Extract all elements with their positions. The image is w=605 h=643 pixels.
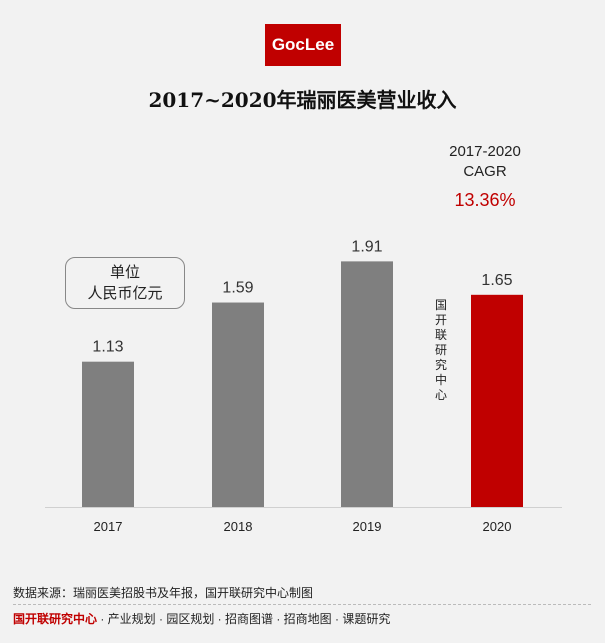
data-label-2018: 1.59 (222, 280, 253, 297)
cagr-title: CAGR (463, 163, 507, 180)
data-label-2019: 1.91 (351, 238, 382, 255)
divider (13, 604, 591, 605)
footer: 国开联研究中心 · 产业规划 · 园区规划 · 招商图谱 · 招商地图 · 课题… (13, 610, 390, 627)
x-tick-2017: 2017 (94, 519, 123, 534)
bar-chart: 1.13 2017 1.59 2018 1.91 2019 1.65 2020 (45, 238, 562, 534)
watermark-text: 国开联研究中心 (434, 298, 447, 402)
x-tick-2020: 2020 (483, 519, 512, 534)
unit-box: 单位 人民币亿元 (65, 257, 185, 309)
bar-2020 (471, 294, 523, 507)
x-tick-2018: 2018 (224, 519, 253, 534)
unit-label: 单位 (109, 264, 140, 281)
bar-2017 (82, 361, 134, 507)
x-tick-2019: 2019 (353, 519, 382, 534)
chart-title: 2017~2020年瑞丽医美营业收入 (148, 88, 457, 112)
cagr-period: 2017-2020 (449, 143, 521, 160)
bar-2019 (341, 261, 393, 507)
data-label-2020: 1.65 (481, 272, 512, 289)
source-note: 数据来源：瑞丽医美招股书及年报，国开联研究中心制图 (13, 586, 314, 600)
cagr-value: 13.36% (454, 190, 516, 210)
goclee-logo: GocLee (265, 24, 341, 66)
footer-brand: 国开联研究中心 (13, 612, 98, 626)
bar-2018 (212, 302, 264, 507)
data-label-2017: 1.13 (92, 339, 123, 356)
cagr-label: 2017-2020 CAGR (425, 142, 545, 182)
unit-value: 人民币亿元 (87, 285, 163, 302)
footer-items: · 产业规划 · 园区规划 · 招商图谱 · 招商地图 · 课题研究 (97, 612, 391, 626)
